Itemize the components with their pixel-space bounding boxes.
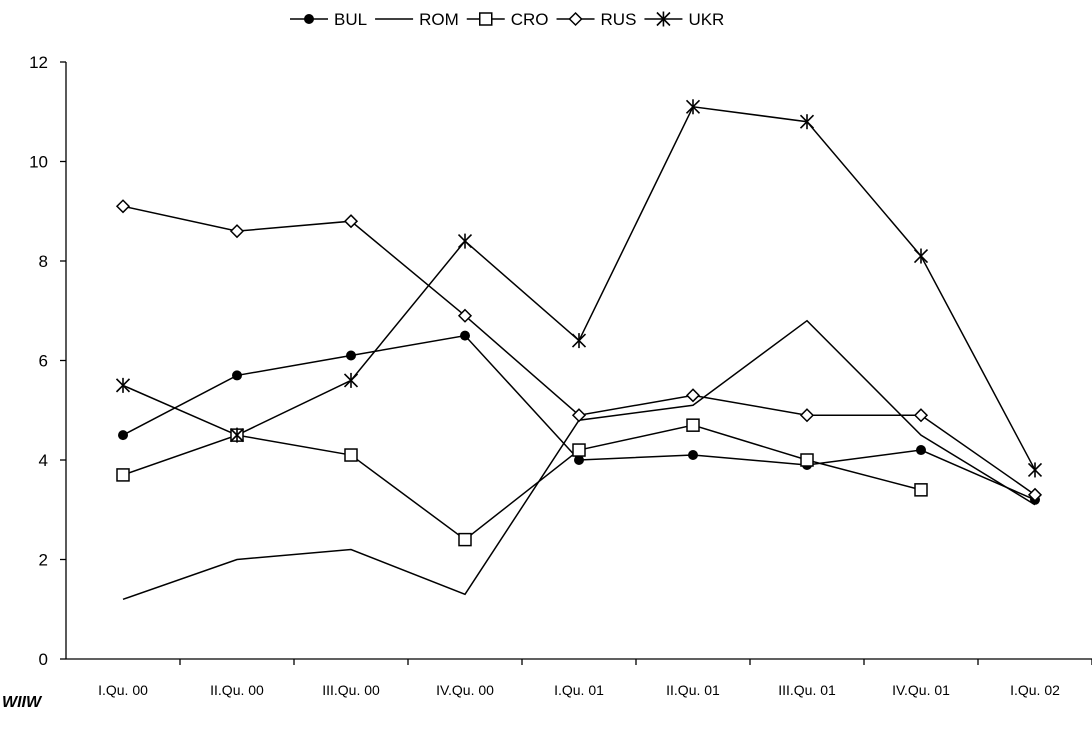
x-tick-label: II.Qu. 00 bbox=[210, 682, 264, 698]
point-ukr bbox=[799, 114, 815, 130]
x-tick-label: III.Qu. 00 bbox=[322, 682, 380, 698]
point-bul bbox=[916, 445, 926, 456]
point-cro bbox=[458, 532, 472, 547]
legend: BUL ROM CRO RUS UKR bbox=[290, 10, 724, 29]
point-bul bbox=[688, 450, 698, 461]
x-tick-label: I.Qu. 01 bbox=[554, 682, 604, 698]
y-tick-label: 4 bbox=[39, 451, 48, 470]
y-tick-label: 6 bbox=[39, 352, 48, 371]
legend-item-rus: RUS bbox=[556, 10, 637, 29]
legend-label: BUL bbox=[334, 10, 367, 29]
y-tick-label: 0 bbox=[39, 650, 48, 669]
legend-item-bul: BUL bbox=[290, 10, 367, 29]
point-cro bbox=[800, 453, 814, 467]
legend-item-rom: ROM bbox=[375, 10, 459, 29]
legend-item-ukr: UKR bbox=[644, 10, 724, 29]
legend-marker-ukr bbox=[656, 11, 671, 27]
point-ukr bbox=[343, 372, 359, 388]
x-tick-label: I.Qu. 02 bbox=[1010, 682, 1060, 698]
point-bul bbox=[574, 455, 584, 465]
legend-marker-cro bbox=[479, 12, 493, 26]
series-lines bbox=[122, 105, 1036, 601]
point-cro bbox=[572, 443, 586, 457]
point-rus bbox=[913, 408, 929, 423]
x-tick-label: I.Qu. 00 bbox=[98, 682, 148, 698]
point-ukr bbox=[571, 333, 587, 349]
series-markers bbox=[115, 99, 1043, 547]
point-rus bbox=[685, 388, 701, 403]
x-tick-label: III.Qu. 01 bbox=[778, 682, 836, 698]
point-rus bbox=[799, 408, 815, 423]
point-rus bbox=[457, 308, 473, 323]
point-ukr bbox=[685, 99, 701, 115]
y-tick-label: 10 bbox=[29, 153, 48, 172]
legend-marker-bul bbox=[304, 14, 314, 24]
point-bul bbox=[232, 370, 242, 381]
point-cro bbox=[344, 448, 358, 462]
point-ukr bbox=[913, 248, 929, 264]
point-ukr bbox=[229, 427, 245, 443]
point-rus bbox=[571, 408, 587, 423]
point-rus bbox=[115, 199, 131, 214]
y-tick-label: 8 bbox=[39, 252, 48, 271]
point-bul bbox=[460, 330, 470, 341]
legend-label: ROM bbox=[419, 10, 459, 29]
point-bul bbox=[118, 430, 128, 441]
x-tick-label: II.Qu. 01 bbox=[666, 682, 720, 698]
x-tick-label: IV.Qu. 01 bbox=[892, 682, 950, 698]
axes: 0 2 4 6 8 10 12 I.Qu. 00 II.Qu. 00 III.Qu. 00 IV.Q… bbox=[29, 53, 1092, 698]
point-bul bbox=[346, 350, 356, 361]
point-cro bbox=[686, 418, 700, 432]
x-tick-label: IV.Qu. 00 bbox=[436, 682, 494, 698]
point-ukr bbox=[457, 233, 473, 249]
y-tick-label: 2 bbox=[39, 551, 48, 570]
point-cro bbox=[116, 468, 130, 482]
legend-label: RUS bbox=[601, 10, 637, 29]
legend-label: UKR bbox=[688, 10, 724, 29]
legend-label: CRO bbox=[511, 10, 549, 29]
legend-marker-rus bbox=[568, 11, 583, 27]
y-tick-label: 12 bbox=[29, 53, 48, 72]
point-rus bbox=[343, 214, 359, 229]
point-ukr bbox=[1027, 462, 1043, 478]
point-cro bbox=[914, 483, 928, 497]
point-rus bbox=[1027, 487, 1043, 502]
legend-item-cro: CRO bbox=[466, 10, 549, 29]
point-ukr bbox=[115, 377, 131, 393]
series-line-cro bbox=[122, 424, 922, 541]
source-label: WIIW bbox=[2, 694, 42, 711]
point-rus bbox=[229, 224, 245, 239]
